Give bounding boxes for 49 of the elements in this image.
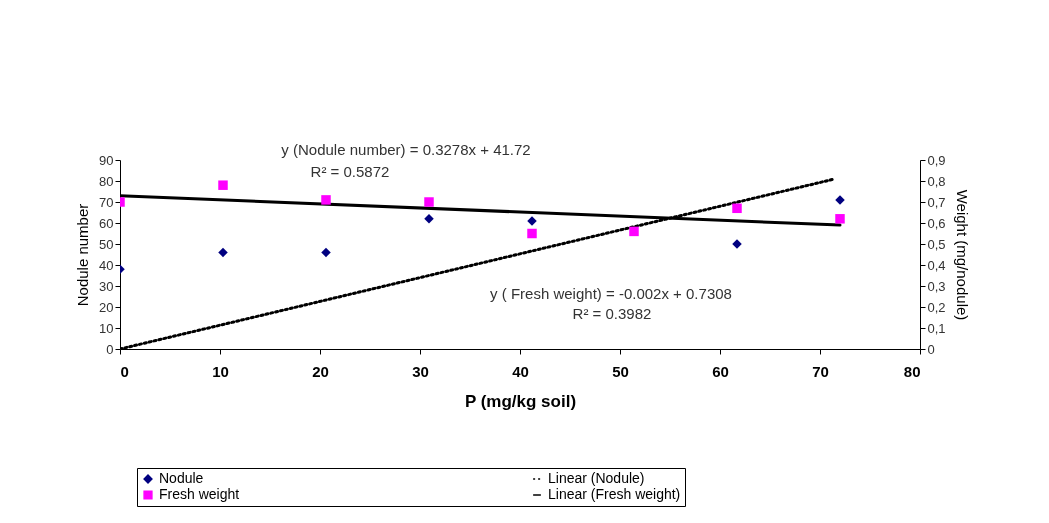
point bbox=[629, 226, 639, 237]
y2-tick-label: 0,6 bbox=[927, 215, 946, 231]
point bbox=[732, 203, 742, 214]
x-tick-label: 10 bbox=[212, 362, 229, 380]
y2-tick-label: 0,4 bbox=[927, 257, 946, 273]
point bbox=[527, 228, 537, 239]
legend-label: Linear (Fresh weight) bbox=[548, 486, 681, 502]
legend-label: Linear (Nodule) bbox=[548, 470, 645, 486]
x-tick-label: 60 bbox=[712, 362, 729, 380]
y2-tick-label: 0,3 bbox=[927, 278, 946, 294]
x-tick-label: 40 bbox=[512, 362, 529, 380]
y2-tick-label: 0,8 bbox=[927, 173, 946, 189]
y-tick-label: 80 bbox=[99, 173, 114, 189]
x-axis-title: P (mg/kg soil) bbox=[464, 391, 577, 411]
x-tick-label: 50 bbox=[612, 362, 629, 380]
annotation: R² = 0.5872 bbox=[310, 163, 390, 180]
x-tick-label: 20 bbox=[312, 362, 329, 380]
y2-tick-label: 0,5 bbox=[927, 236, 946, 252]
y2-tick-label: 0,7 bbox=[927, 194, 946, 210]
y2-tick-label: 0 bbox=[927, 341, 935, 357]
x-tick-label: 80 bbox=[903, 362, 921, 380]
y2-axis-title: Weight (mg/nodule) bbox=[953, 189, 971, 321]
annotation: R² = 0.3982 bbox=[572, 305, 652, 322]
point bbox=[321, 195, 331, 205]
y-tick-label: 0 bbox=[106, 341, 114, 357]
x-tick-label: 30 bbox=[412, 362, 429, 380]
point bbox=[218, 180, 228, 190]
x-tick-label: 70 bbox=[812, 362, 829, 380]
y-tick-label: 40 bbox=[99, 257, 114, 273]
point bbox=[835, 214, 845, 224]
y2-tick-label: 0,2 bbox=[927, 299, 946, 315]
y2-tick-label: 0,1 bbox=[927, 320, 946, 336]
y-tick-label: 70 bbox=[99, 194, 114, 210]
point bbox=[321, 247, 331, 258]
y-tick-label: 60 bbox=[99, 215, 114, 231]
legend-label: Nodule bbox=[159, 470, 204, 486]
y2-tick-label: 0,9 bbox=[927, 152, 946, 168]
legend-label: Fresh weight bbox=[159, 486, 240, 502]
annotation: y ( Fresh weight) = -0.002x + 0.7308 bbox=[490, 285, 732, 302]
point bbox=[424, 197, 434, 207]
y-axis-title: Nodule number bbox=[74, 203, 92, 307]
x-tick-label: 0 bbox=[120, 362, 129, 380]
text: y (Nodule number) = 0.3278x + 41.72 bbox=[281, 141, 531, 158]
y-tick-label: 20 bbox=[99, 299, 114, 315]
y-tick-label: 10 bbox=[99, 320, 114, 336]
point bbox=[218, 247, 228, 258]
y-tick-label: 90 bbox=[99, 152, 114, 168]
y-tick-label: 30 bbox=[99, 278, 114, 294]
y-tick-label: 50 bbox=[99, 236, 114, 252]
